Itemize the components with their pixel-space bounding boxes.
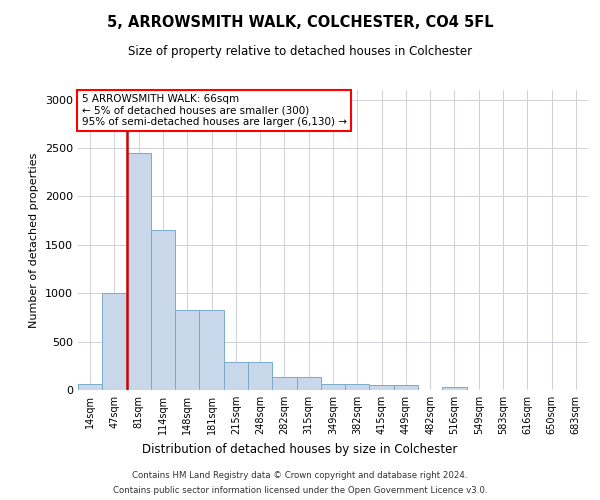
Bar bbox=[127, 153, 151, 390]
Text: Contains public sector information licensed under the Open Government Licence v3: Contains public sector information licen… bbox=[113, 486, 487, 495]
Text: 5 ARROWSMITH WALK: 66sqm
← 5% of detached houses are smaller (300)
95% of semi-d: 5 ARROWSMITH WALK: 66sqm ← 5% of detache… bbox=[82, 94, 347, 127]
Bar bbox=[442, 387, 467, 390]
Bar bbox=[345, 384, 370, 390]
Bar bbox=[78, 384, 102, 390]
Bar bbox=[321, 384, 345, 390]
Bar bbox=[151, 230, 175, 390]
Bar bbox=[175, 310, 199, 390]
Bar bbox=[296, 378, 321, 390]
Bar bbox=[272, 378, 296, 390]
Bar bbox=[199, 310, 224, 390]
Text: Distribution of detached houses by size in Colchester: Distribution of detached houses by size … bbox=[142, 442, 458, 456]
Text: Size of property relative to detached houses in Colchester: Size of property relative to detached ho… bbox=[128, 45, 472, 58]
Y-axis label: Number of detached properties: Number of detached properties bbox=[29, 152, 40, 328]
Bar bbox=[224, 362, 248, 390]
Text: Contains HM Land Registry data © Crown copyright and database right 2024.: Contains HM Land Registry data © Crown c… bbox=[132, 471, 468, 480]
Bar bbox=[248, 362, 272, 390]
Bar bbox=[370, 385, 394, 390]
Text: 5, ARROWSMITH WALK, COLCHESTER, CO4 5FL: 5, ARROWSMITH WALK, COLCHESTER, CO4 5FL bbox=[107, 15, 493, 30]
Bar bbox=[394, 385, 418, 390]
Bar bbox=[102, 293, 127, 390]
